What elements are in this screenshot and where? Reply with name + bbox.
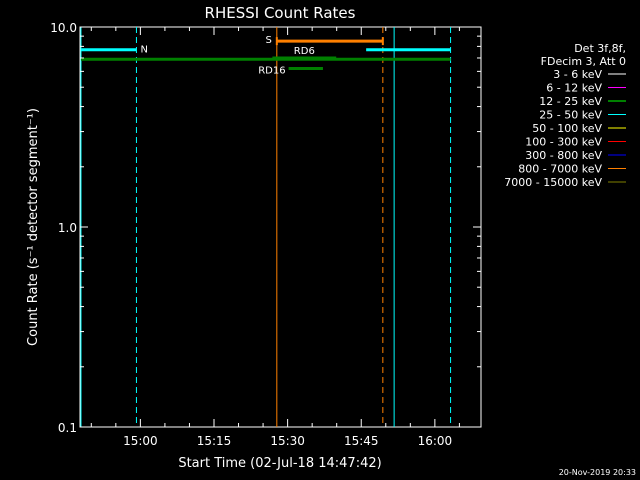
legend-entry-label: 100 - 300 keV (525, 136, 602, 149)
flag-label: N (140, 45, 147, 56)
legend-entry-label: 6 - 12 keV (546, 82, 602, 95)
x-tick-label: 15:00 (123, 434, 158, 448)
x-tick-label: 16:00 (418, 434, 453, 448)
y-axis-label: Count Rate (s⁻¹ detector segment⁻¹) (26, 108, 41, 346)
plot-frame (79, 26, 482, 428)
x-tick-label: 15:45 (344, 434, 379, 448)
legend-entry-label: 50 - 100 keV (532, 122, 602, 135)
chart-title: RHESSI Count Rates (205, 4, 356, 22)
legend-entry-label: 300 - 800 keV (525, 149, 602, 162)
x-axis-label: Start Time (02-Jul-18 14:47:42) (178, 456, 381, 471)
flag-label: RD16 (258, 66, 285, 77)
y-tick-label: 10.0 (50, 21, 77, 35)
x-tick-label: 15:30 (270, 434, 305, 448)
chart-axes: 15:00 15:15 15:30 15:45 16:00 10.0 1.0 0.1 (50, 21, 481, 448)
flag-label: S (265, 35, 271, 46)
y-tick-label: 0.1 (58, 421, 77, 435)
legend-entry-label: 25 - 50 keV (539, 109, 602, 122)
legend-entry-label: 7000 - 15000 keV (504, 176, 602, 189)
y-tick-label: 1.0 (58, 221, 77, 235)
flag-label: RD6 (294, 46, 315, 57)
x-tick-label: 15:15 (197, 434, 232, 448)
legend-header: Det 3f,8f, (574, 42, 626, 55)
legend-header: FDecim 3, Att 0 (541, 55, 626, 68)
legend-entry-label: 3 - 6 keV (553, 68, 602, 81)
legend-entry-label: 12 - 25 keV (539, 95, 602, 108)
legend-entry-label: 800 - 7000 keV (518, 163, 602, 176)
timestamp: 20-Nov-2019 20:33 (559, 468, 636, 477)
chart-marks: N S RD6 RD16 (80, 27, 452, 427)
